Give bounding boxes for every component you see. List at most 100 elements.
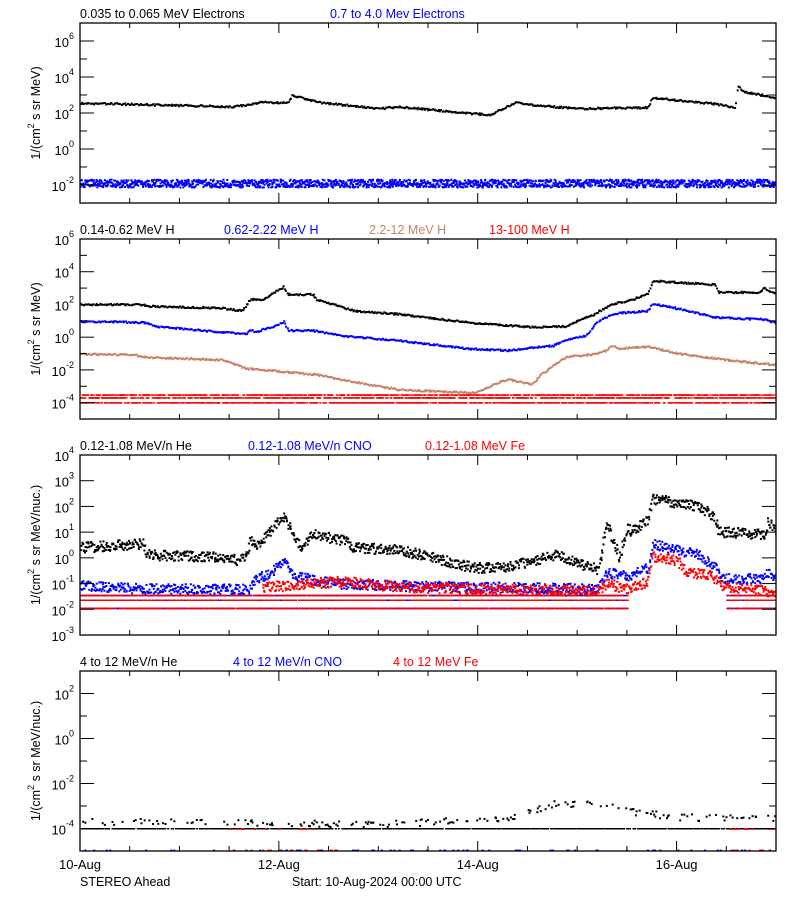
data-point	[320, 185, 323, 188]
data-point	[260, 330, 262, 333]
data-point	[383, 185, 386, 188]
data-point	[361, 381, 364, 384]
data-point	[298, 184, 300, 187]
data-point	[292, 180, 295, 183]
data-point	[727, 106, 730, 109]
data-point	[294, 186, 297, 189]
data-point	[645, 183, 648, 186]
data-point	[519, 179, 522, 182]
data-point	[331, 184, 334, 187]
data-point	[645, 107, 648, 110]
data-point	[529, 103, 532, 106]
data-point	[99, 320, 102, 323]
data-point	[427, 389, 430, 392]
data-point	[441, 317, 444, 320]
data-point	[646, 179, 649, 182]
data-point	[362, 397, 365, 399]
data-point	[386, 181, 389, 183]
data-point	[313, 329, 315, 332]
data-point	[485, 387, 488, 390]
data-point	[605, 186, 607, 189]
data-point	[661, 98, 664, 101]
data-point	[735, 359, 738, 362]
data-point	[676, 179, 679, 182]
data-point	[140, 355, 143, 358]
data-point	[642, 346, 645, 349]
data-point	[174, 402, 177, 404]
data-point	[612, 181, 615, 184]
data-point	[249, 180, 252, 183]
data-point	[344, 307, 347, 310]
data-point	[444, 319, 447, 322]
data-point	[378, 179, 380, 182]
data-point	[180, 183, 183, 186]
data-point	[271, 101, 273, 104]
data-point	[669, 281, 672, 284]
data-point	[192, 305, 195, 308]
data-point	[479, 185, 482, 187]
data-point	[391, 338, 394, 341]
data-point	[96, 394, 99, 396]
data-point	[313, 330, 316, 333]
data-point	[547, 180, 550, 183]
data-point	[734, 317, 736, 320]
data-point	[652, 184, 655, 187]
data-point	[282, 101, 285, 104]
data-point	[688, 354, 691, 357]
data-point	[593, 314, 596, 317]
data-point	[540, 179, 543, 182]
data-point	[537, 184, 540, 187]
data-point	[639, 311, 642, 314]
data-point	[91, 178, 94, 181]
data-point	[97, 354, 100, 357]
data-point	[372, 397, 375, 399]
data-point	[535, 184, 538, 187]
data-point	[110, 353, 113, 356]
data-point	[316, 402, 319, 404]
data-point	[225, 359, 228, 362]
data-point	[668, 182, 671, 185]
data-point	[398, 184, 401, 187]
data-point	[485, 323, 488, 325]
data-point	[280, 322, 283, 325]
data-point	[256, 394, 259, 396]
data-point	[579, 335, 582, 338]
data-point	[209, 185, 212, 188]
data-point	[360, 335, 363, 338]
data-point	[599, 351, 602, 354]
data-point	[688, 283, 691, 285]
data-point	[616, 313, 619, 316]
data-point	[436, 110, 439, 112]
data-point	[350, 182, 353, 185]
data-point	[250, 329, 253, 332]
data-point	[163, 179, 166, 182]
data-point	[221, 397, 224, 399]
data-point	[301, 371, 304, 374]
data-point	[370, 181, 373, 183]
data-point	[430, 343, 433, 346]
data-point	[137, 402, 140, 404]
data-point	[592, 107, 594, 110]
data-point	[486, 322, 489, 325]
data-point	[559, 359, 562, 362]
data-point	[347, 307, 350, 310]
data-point	[289, 97, 292, 100]
data-point	[710, 284, 713, 287]
data-point	[450, 111, 453, 114]
data-point	[488, 182, 491, 185]
data-point	[461, 391, 463, 394]
data-point	[275, 289, 278, 292]
data-point	[187, 306, 190, 309]
data-point	[668, 184, 671, 187]
data-point	[129, 321, 132, 324]
data-point	[118, 353, 121, 356]
data-point	[240, 364, 243, 367]
data-point	[130, 304, 133, 307]
data-point	[705, 357, 708, 360]
data-point	[568, 185, 571, 188]
data-point	[238, 365, 241, 367]
data-point	[710, 356, 713, 359]
data-point	[189, 394, 192, 396]
data-point	[507, 325, 509, 328]
data-point	[216, 181, 219, 184]
